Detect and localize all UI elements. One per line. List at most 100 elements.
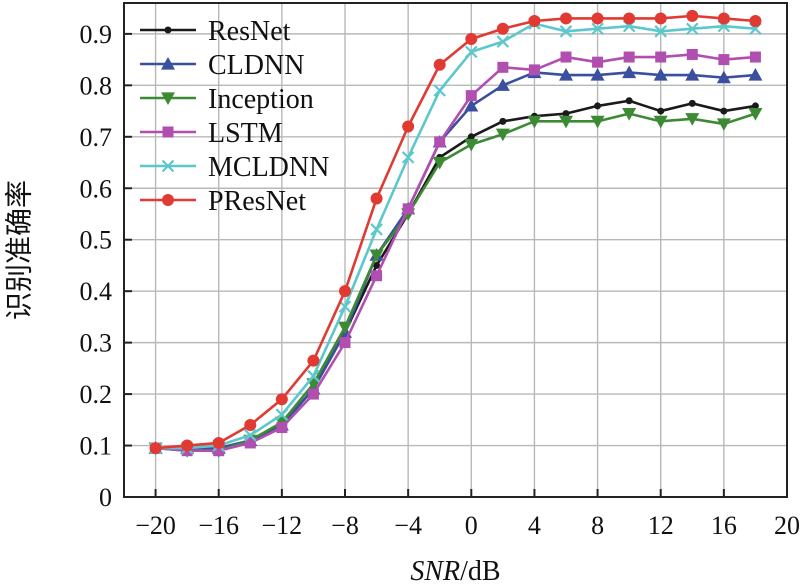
- data-point-inception: [559, 115, 573, 129]
- data-point-lstm: [655, 51, 667, 63]
- data-point-presnet: [307, 354, 320, 367]
- data-point-presnet: [465, 33, 478, 46]
- plot-frame: [123, 2, 788, 498]
- data-point-lstm: [623, 51, 635, 63]
- legend-item-inception: Inception: [140, 84, 314, 115]
- data-point-resnet: [625, 97, 633, 105]
- legend-label-cldnn: CLDNN: [208, 50, 304, 81]
- x-tick-label: −16: [198, 511, 239, 540]
- x-axis-title-unit: /dB: [460, 556, 500, 587]
- data-point-cldnn: [748, 68, 763, 81]
- data-point-resnet: [499, 117, 507, 125]
- data-point-lstm: [276, 422, 288, 434]
- data-point-mcldnn: [401, 151, 415, 164]
- y-tick-label: 0.5: [80, 226, 113, 255]
- data-point-cldnn: [464, 98, 479, 112]
- data-point-lstm: [749, 51, 761, 63]
- data-point-inception: [432, 156, 447, 170]
- data-point-presnet: [528, 15, 541, 28]
- data-point-mcldnn: [370, 223, 383, 236]
- x-tick-label: 20: [774, 511, 800, 540]
- data-point-inception: [338, 321, 352, 335]
- y-tick-label: 0.9: [80, 20, 113, 49]
- data-point-presnet: [717, 12, 730, 25]
- series-presnet: [149, 9, 762, 455]
- y-tick-label: 0.6: [80, 174, 113, 203]
- legend-item-resnet: ResNet: [140, 16, 291, 47]
- y-axis: 0 0.1 0.2 0.3 0.4 0.5 0.6 0.7 0.8 0.9: [80, 20, 132, 512]
- data-point-presnet: [623, 12, 636, 25]
- legend-item-cldnn: CLDNN: [140, 50, 304, 81]
- data-point-presnet: [749, 15, 762, 28]
- data-point-presnet: [244, 418, 257, 431]
- legend-label-mcldnn: MCLDNN: [208, 152, 329, 183]
- data-point-inception: [369, 249, 384, 263]
- data-point-mcldnn: [275, 408, 289, 421]
- legend-label-presnet: PResNet: [208, 186, 306, 217]
- legend-marker-cldnn: [161, 57, 175, 70]
- data-point-resnet: [562, 110, 570, 118]
- data-point-inception: [622, 108, 637, 121]
- data-point-inception: [495, 128, 510, 142]
- data-point-cldnn: [716, 70, 731, 84]
- data-point-presnet: [686, 9, 699, 22]
- x-tick-label: 16: [711, 511, 737, 540]
- data-point-lstm: [686, 48, 698, 60]
- data-point-lstm: [718, 54, 730, 66]
- data-point-lstm: [307, 388, 319, 400]
- y-tick-label: 0: [99, 483, 112, 512]
- data-point-cldnn: [590, 68, 605, 81]
- data-point-presnet: [339, 285, 351, 298]
- x-axis: −20 −16 −12 −8 −4 0 4 8 12 16 20: [135, 489, 800, 540]
- data-point-resnet: [657, 107, 665, 115]
- y-tick-label: 0.1: [80, 432, 113, 461]
- series-mcldnn: [149, 17, 762, 455]
- legend-marker-inception: [161, 92, 175, 105]
- y-tick-label: 0.8: [80, 71, 113, 100]
- data-point-lstm: [465, 90, 477, 102]
- data-point-lstm: [560, 51, 572, 63]
- data-point-inception: [685, 113, 700, 126]
- legend-marker-presnet: [162, 194, 174, 206]
- data-point-mcldnn: [307, 369, 320, 383]
- y-tick-label: 0.2: [80, 380, 113, 409]
- data-point-presnet: [496, 22, 509, 35]
- data-point-cldnn: [559, 68, 573, 81]
- y-tick-label: 0.4: [80, 277, 113, 306]
- data-point-mcldnn: [244, 428, 257, 442]
- data-point-cldnn: [685, 68, 700, 81]
- data-point-lstm: [339, 337, 351, 349]
- data-point-lstm: [213, 445, 225, 457]
- y-axis-title: 识别准确率: [3, 180, 35, 320]
- legend-label-lstm: LSTM: [208, 118, 283, 149]
- data-point-inception: [527, 115, 542, 129]
- data-point-lstm: [244, 437, 256, 449]
- data-point-lstm: [402, 203, 414, 215]
- legend-item-presnet: PResNet: [140, 186, 306, 217]
- data-point-cldnn: [495, 78, 510, 91]
- data-point-presnet: [560, 12, 572, 25]
- data-point-lstm: [434, 136, 446, 148]
- data-point-lstm: [592, 56, 604, 68]
- x-tick-label: −4: [394, 511, 422, 540]
- data-point-resnet: [373, 261, 381, 269]
- series-layer: [148, 9, 763, 458]
- x-tick-label: 0: [465, 511, 478, 540]
- data-point-resnet: [720, 107, 728, 115]
- legend-marker-lstm: [162, 126, 174, 138]
- data-point-presnet: [433, 58, 446, 71]
- data-point-mcldnn: [496, 35, 510, 48]
- data-point-inception: [716, 118, 731, 131]
- data-point-inception: [464, 138, 479, 152]
- x-tick-label: 8: [591, 511, 604, 540]
- data-point-cldnn: [622, 65, 637, 79]
- y-tick-label: 0.3: [80, 329, 113, 358]
- data-point-mcldnn: [591, 22, 604, 36]
- data-point-lstm: [528, 64, 540, 76]
- series-line-mcldnn: [155, 22, 756, 450]
- data-point-mcldnn: [338, 300, 352, 313]
- legend-label-inception: Inception: [208, 84, 314, 115]
